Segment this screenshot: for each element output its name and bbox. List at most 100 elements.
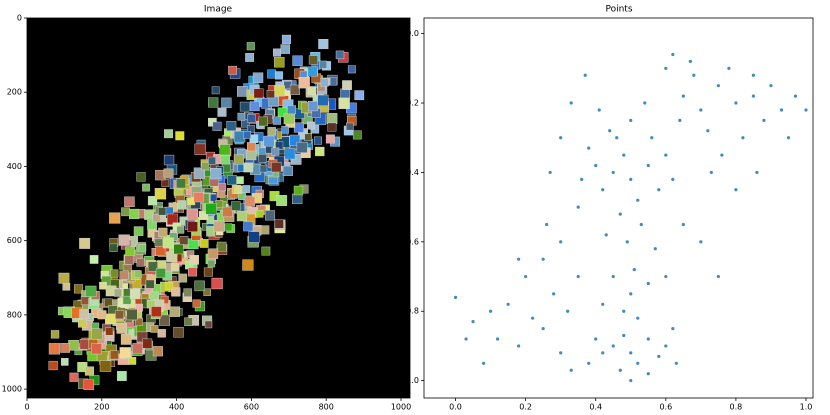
thumbnail (252, 72, 264, 83)
thumbnail (79, 237, 91, 249)
point (650, 136, 654, 140)
thumbnail (272, 116, 282, 125)
thumbnail (134, 317, 144, 326)
point (541, 326, 545, 331)
thumbnail (116, 371, 127, 381)
point (559, 136, 563, 140)
point (671, 52, 675, 57)
point (587, 361, 591, 365)
thumbnail (231, 201, 241, 211)
point (734, 101, 738, 105)
point (517, 344, 521, 348)
thumbnail (226, 121, 237, 131)
thumbnail (97, 310, 107, 320)
thumbnail (325, 134, 335, 144)
point (688, 59, 692, 63)
point (587, 146, 591, 150)
point (639, 222, 643, 227)
thumbnail (220, 155, 230, 165)
point (804, 108, 808, 112)
thumbnail (125, 246, 135, 257)
point (625, 240, 629, 244)
point (636, 361, 640, 365)
point (481, 361, 486, 365)
thumbnail (210, 168, 222, 180)
thumbnail (73, 284, 84, 294)
thumbnail (186, 209, 198, 221)
thumbnail (260, 225, 270, 235)
thumbnail (126, 309, 138, 321)
thumbnail (99, 281, 107, 290)
thumbnail (243, 131, 251, 139)
thumbnail (58, 272, 70, 284)
thumbnail (152, 346, 163, 357)
y-tick-label: 0.0 (406, 29, 419, 38)
thumbnail (79, 339, 91, 350)
point (657, 188, 661, 192)
point (569, 101, 573, 105)
point (646, 337, 650, 341)
point (506, 302, 510, 306)
thumbnail (134, 270, 142, 279)
thumbnail (155, 268, 166, 279)
thumbnail (145, 279, 155, 289)
thumbnail (157, 260, 167, 270)
thumbnail (340, 88, 351, 99)
y-tick-label: −1.0 (400, 376, 419, 385)
thumbnail (154, 238, 164, 248)
thumbnail (217, 107, 227, 117)
thumbnail (307, 101, 319, 112)
thumbnail (274, 56, 285, 68)
thumbnail (347, 65, 356, 74)
thumbnail (158, 227, 168, 238)
point (786, 136, 791, 140)
point (548, 170, 552, 175)
x-tick-label: 1.0 (800, 403, 813, 412)
thumbnail (176, 225, 185, 234)
thumbnail (208, 97, 219, 108)
thumbnail (213, 220, 225, 232)
thumbnail (219, 144, 231, 156)
thumbnail (187, 221, 198, 232)
point (576, 274, 580, 279)
thumbnail (263, 135, 275, 147)
image-thumbnails (48, 34, 365, 391)
thumbnail (207, 259, 216, 268)
thumbnail (105, 313, 116, 325)
thumbnail (296, 141, 308, 153)
thumbnail (236, 176, 244, 185)
thumbnail (245, 53, 255, 62)
point (671, 326, 675, 331)
thumbnail (163, 154, 175, 166)
thumbnail (132, 343, 143, 354)
point (706, 129, 710, 133)
thumbnail (249, 101, 260, 112)
thumbnail (320, 78, 329, 87)
thumbnail (179, 236, 189, 245)
thumbnail (77, 319, 87, 328)
thumbnail (184, 317, 193, 326)
thumbnail (147, 219, 157, 230)
thumbnail (287, 105, 296, 115)
point (734, 188, 738, 192)
thumbnail (48, 360, 58, 371)
thumbnail (274, 71, 284, 80)
thumbnail (221, 97, 232, 108)
thumbnail (142, 338, 153, 349)
point (699, 240, 703, 244)
thumbnail (307, 86, 317, 96)
thumbnail (327, 122, 337, 132)
thumbnail (147, 261, 158, 272)
point (632, 267, 636, 272)
thumbnail (203, 267, 213, 277)
x-tick-label: 200 (94, 403, 109, 412)
thumbnail (105, 327, 114, 336)
thumbnail (157, 329, 166, 338)
point (541, 257, 545, 261)
point (601, 351, 605, 355)
thumbnail (282, 165, 293, 176)
thumbnail (135, 303, 143, 312)
thumbnail (80, 296, 90, 305)
thumbnail (109, 350, 119, 360)
thumbnail (318, 39, 329, 50)
